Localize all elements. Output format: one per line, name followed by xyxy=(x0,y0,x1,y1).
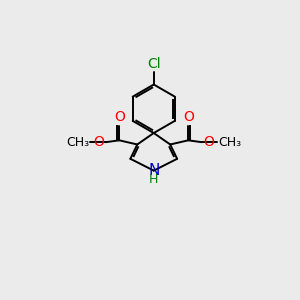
Text: N: N xyxy=(148,163,159,178)
Text: CH₃: CH₃ xyxy=(66,136,89,149)
Text: O: O xyxy=(93,135,104,149)
Text: O: O xyxy=(203,135,214,149)
Text: O: O xyxy=(114,110,125,124)
Text: CH₃: CH₃ xyxy=(218,136,242,149)
Text: Cl: Cl xyxy=(147,57,160,70)
Text: H: H xyxy=(149,173,158,186)
Text: O: O xyxy=(183,110,194,124)
